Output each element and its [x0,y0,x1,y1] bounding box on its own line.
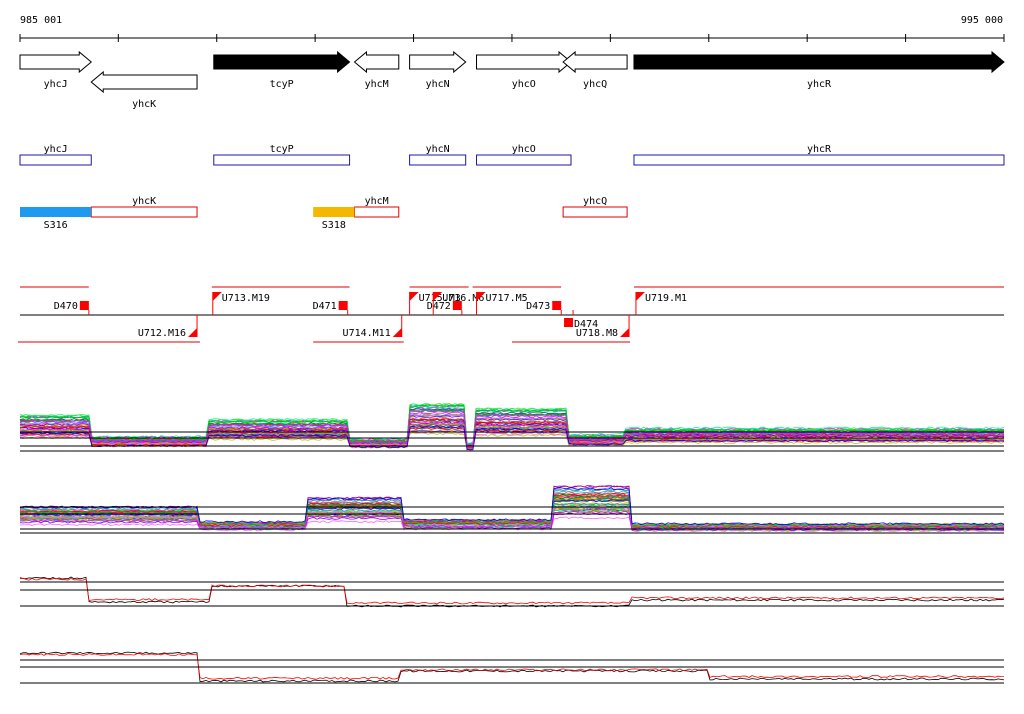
promoter-plus-marker[interactable] [433,292,443,301]
gene-box-label: yhcN [426,144,450,155]
promoter-minus-marker[interactable] [392,328,402,337]
expression-trace [19,418,1005,447]
gene-box-yhcR[interactable] [633,154,1005,166]
promoter-minus-marker[interactable] [188,328,198,337]
segment-box-label: yhcQ [583,196,607,207]
gene-arrow-yhcO[interactable] [476,50,572,74]
gene-arrow-label: yhcK [132,99,156,110]
d-marker-label: D471 [313,301,337,312]
d-marker-label: D473 [526,301,550,312]
expression-trace [19,494,1005,528]
promoter-minus-label: U712.M16 [138,328,186,339]
coordinate-ruler: 985 001 995 000 [19,15,1005,42]
gene-box-label: yhcJ [44,144,68,155]
d-marker[interactable] [338,301,348,310]
ruler-end-label: 995 000 [961,15,1003,26]
promoter-plus-marker[interactable] [476,292,486,301]
expression-panel-panel-bottom-plus [19,576,1005,608]
segment-track: yhcK S316 yhcM S318 yhcQ [20,196,628,231]
expression-trace [19,651,1005,683]
segment-fill-S318[interactable] [313,207,355,217]
gene-box-yhcO[interactable] [476,154,572,166]
gene-arrow-label: tcyP [270,79,294,90]
gene-box-yhcJ[interactable] [19,154,92,166]
expression-trace [19,404,1005,447]
promoter-plus-label: U713.M19 [222,293,270,304]
segment-id-label: S318 [322,220,346,231]
gene-arrow-yhcN[interactable] [409,50,467,74]
segment-box-yhcQ[interactable] [562,206,628,218]
gene-arrow-tcyP[interactable] [213,50,351,74]
segment-id-label: S316 [44,220,68,231]
segment-box-yhcK[interactable] [90,206,198,218]
gene-arrow-yhcM[interactable] [353,50,400,74]
promoter-plus-label: U719.M1 [645,293,687,304]
expression-panel-panel-top-minus [19,485,1005,534]
d-marker-label: D470 [54,301,78,312]
segment-box-label: yhcK [132,196,156,207]
segment-box-yhcM[interactable] [353,206,400,218]
segment-box-label: yhcM [365,196,389,207]
expression-trace [19,403,1005,445]
ruler-start-label: 985 001 [20,15,62,26]
gene-arrow-yhcR[interactable] [633,50,1005,74]
gene-box-yhcN[interactable] [409,154,467,166]
d-marker[interactable] [564,318,574,327]
expression-panel-panel-top-plus [19,403,1005,452]
gene-arrow-yhcQ[interactable] [562,50,628,74]
promoter-plus-label: U716.M6 [442,293,484,304]
expression-trace [19,511,1004,530]
gene-arrow-yhcK[interactable] [90,70,198,94]
promoter-minus-marker[interactable] [620,328,630,337]
ruler-ticks [19,34,1005,42]
d-marker[interactable] [452,301,462,310]
d-marker[interactable] [79,301,89,310]
segment-fill-S316[interactable] [20,207,92,217]
gene-arrow-label: yhcO [512,79,536,90]
gene-arrow-label: yhcM [365,79,389,90]
transcription-feature-track: D470 D471 D472 D473 D474 U713.M19 U715.M3U716.… [17,286,1004,343]
gene-arrow-track: yhcJ yhcK tcyP yhcM yhcN yhcO yhcQ yhcR [19,50,1005,110]
expression-trace [19,431,1005,448]
promoter-minus-label: U718.M8 [576,328,618,339]
expression-trace [19,411,1005,448]
promoter-plus-marker[interactable] [409,292,419,301]
gene-box-tcyP[interactable] [213,154,351,166]
expression-panel-panel-bottom-minus [19,651,1005,684]
gene-arrow-label: yhcR [807,79,832,90]
promoter-plus-marker[interactable] [212,292,222,301]
gene-arrow-label: yhcN [426,79,450,90]
d-marker[interactable] [552,301,562,310]
d-marker-label: D474 [574,319,598,330]
gene-box-label: tcyP [270,144,294,155]
expression-trace [19,487,1005,526]
expression-trace [19,577,1005,605]
expression-trace [19,485,1005,527]
gene-arrow-label: yhcJ [44,79,68,90]
expression-trace [19,653,1005,680]
gene-box-label: yhcO [512,144,536,155]
gene-box-label: yhcR [807,144,832,155]
promoter-plus-marker[interactable] [635,292,645,301]
expression-profile-track [19,403,1005,684]
promoter-plus-label: U715.M3 [419,293,461,304]
promoter-plus-label: U717.M5 [486,293,528,304]
gene-arrow-yhcJ[interactable] [19,50,93,74]
gene-arrow-label: yhcQ [583,79,607,90]
d-marker-label: D472 [427,301,451,312]
gene-box-track: yhcJ tcyP yhcN yhcO yhcR [19,144,1005,166]
promoter-minus-label: U714.M11 [343,328,391,339]
